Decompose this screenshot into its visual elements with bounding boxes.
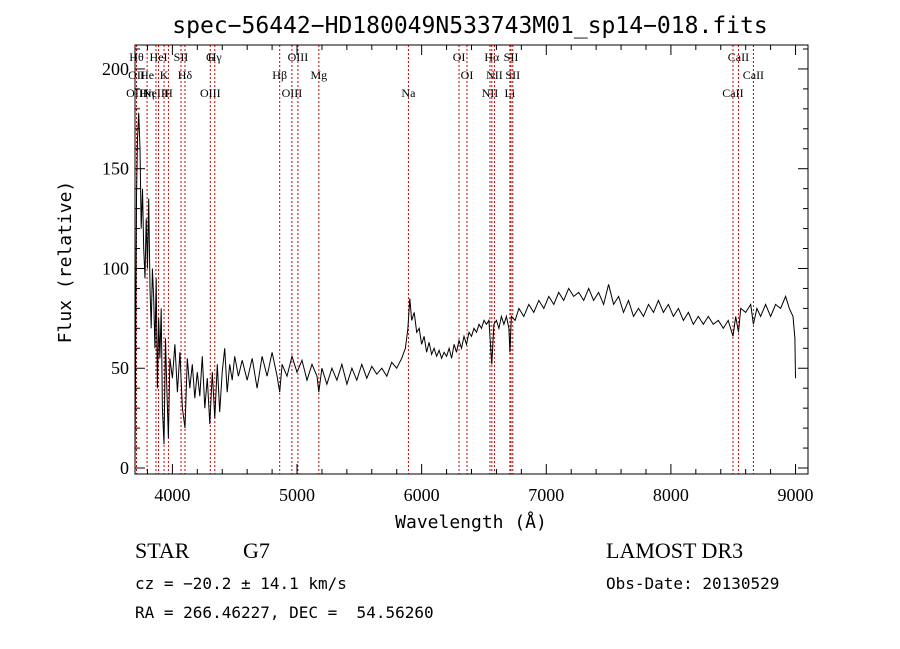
line-marker-label: SII bbox=[505, 68, 520, 82]
line-marker-label: Hα bbox=[484, 50, 500, 64]
obs-date: Obs-Date: 20130529 bbox=[606, 574, 780, 593]
line-marker-label: OIII bbox=[288, 50, 309, 64]
plot-frame bbox=[134, 44, 809, 475]
line-marker-label: G bbox=[206, 50, 215, 64]
line-marker-label: OI bbox=[453, 50, 466, 64]
x-tick-label: 9000 bbox=[778, 485, 814, 505]
y-tick-label: 200 bbox=[102, 59, 129, 79]
line-marker-label: OIII bbox=[200, 86, 221, 100]
y-tick-label: 50 bbox=[111, 358, 129, 378]
line-marker-label: Hη bbox=[140, 86, 155, 100]
line-marker-label: HeI bbox=[150, 50, 168, 64]
line-marker-label: NII bbox=[482, 86, 499, 100]
emission-line-labels: HθOIIOIIIHeHηNeIIIHeIKHSIIHδOIIIGHγHβOII… bbox=[126, 50, 764, 100]
line-marker-label: NeIII bbox=[143, 86, 169, 100]
x-axis-title: Wavelength (Å) bbox=[395, 511, 547, 533]
line-marker-label: SII bbox=[504, 50, 519, 64]
line-marker-label: CaII bbox=[728, 50, 749, 64]
emission-line-markers bbox=[135, 45, 754, 474]
x-tick-label: 6000 bbox=[404, 485, 440, 505]
x-tick-label: 8000 bbox=[653, 485, 689, 505]
line-marker-label: Hβ bbox=[272, 68, 287, 82]
line-marker-label: He bbox=[140, 68, 154, 82]
chart-title: spec−56442−HD180049N533743M01_sp14−018.f… bbox=[172, 13, 767, 39]
line-marker-label: Hγ bbox=[208, 50, 223, 64]
line-marker-label: SII bbox=[174, 50, 189, 64]
line-marker-label: Na bbox=[401, 86, 416, 100]
x-tick-label: 7000 bbox=[528, 485, 564, 505]
line-marker-label: Li bbox=[505, 86, 516, 100]
survey-name: LAMOST DR3 bbox=[606, 538, 744, 563]
line-marker-label: K bbox=[160, 68, 169, 82]
line-marker-label: OIII bbox=[126, 86, 147, 100]
line-marker-label: H bbox=[164, 86, 173, 100]
line-marker-label: OIII bbox=[282, 86, 303, 100]
subclass: G7 bbox=[243, 538, 270, 563]
y-axis-title: Flux (relative) bbox=[55, 181, 76, 344]
line-marker-label: OI bbox=[461, 68, 474, 82]
y-tick-label: 150 bbox=[102, 159, 129, 179]
spectrum-line bbox=[134, 112, 796, 469]
y-tick-label: 100 bbox=[102, 258, 129, 278]
redshift-readout: cz = −20.2 ± 14.1 km/s bbox=[135, 574, 347, 593]
line-marker-label: Hθ bbox=[129, 50, 144, 64]
line-marker-label: CaII bbox=[722, 86, 743, 100]
x-tick-label: 5000 bbox=[279, 485, 315, 505]
line-marker-label: OII bbox=[128, 68, 145, 82]
line-marker-label: CaII bbox=[743, 68, 764, 82]
axis-ticks: 4000 5000 6000 7000 8000 9000 0 50 100 150 200 bbox=[102, 45, 814, 505]
object-class: STAR bbox=[135, 538, 190, 563]
line-marker-label: Hδ bbox=[178, 68, 193, 82]
coordinates: RA = 266.46227, DEC = 54.56260 bbox=[135, 603, 434, 622]
y-tick-label: 0 bbox=[120, 458, 129, 478]
line-marker-label: Mg bbox=[310, 68, 327, 82]
x-tick-label: 4000 bbox=[154, 485, 190, 505]
line-marker-label: NII bbox=[486, 68, 503, 82]
